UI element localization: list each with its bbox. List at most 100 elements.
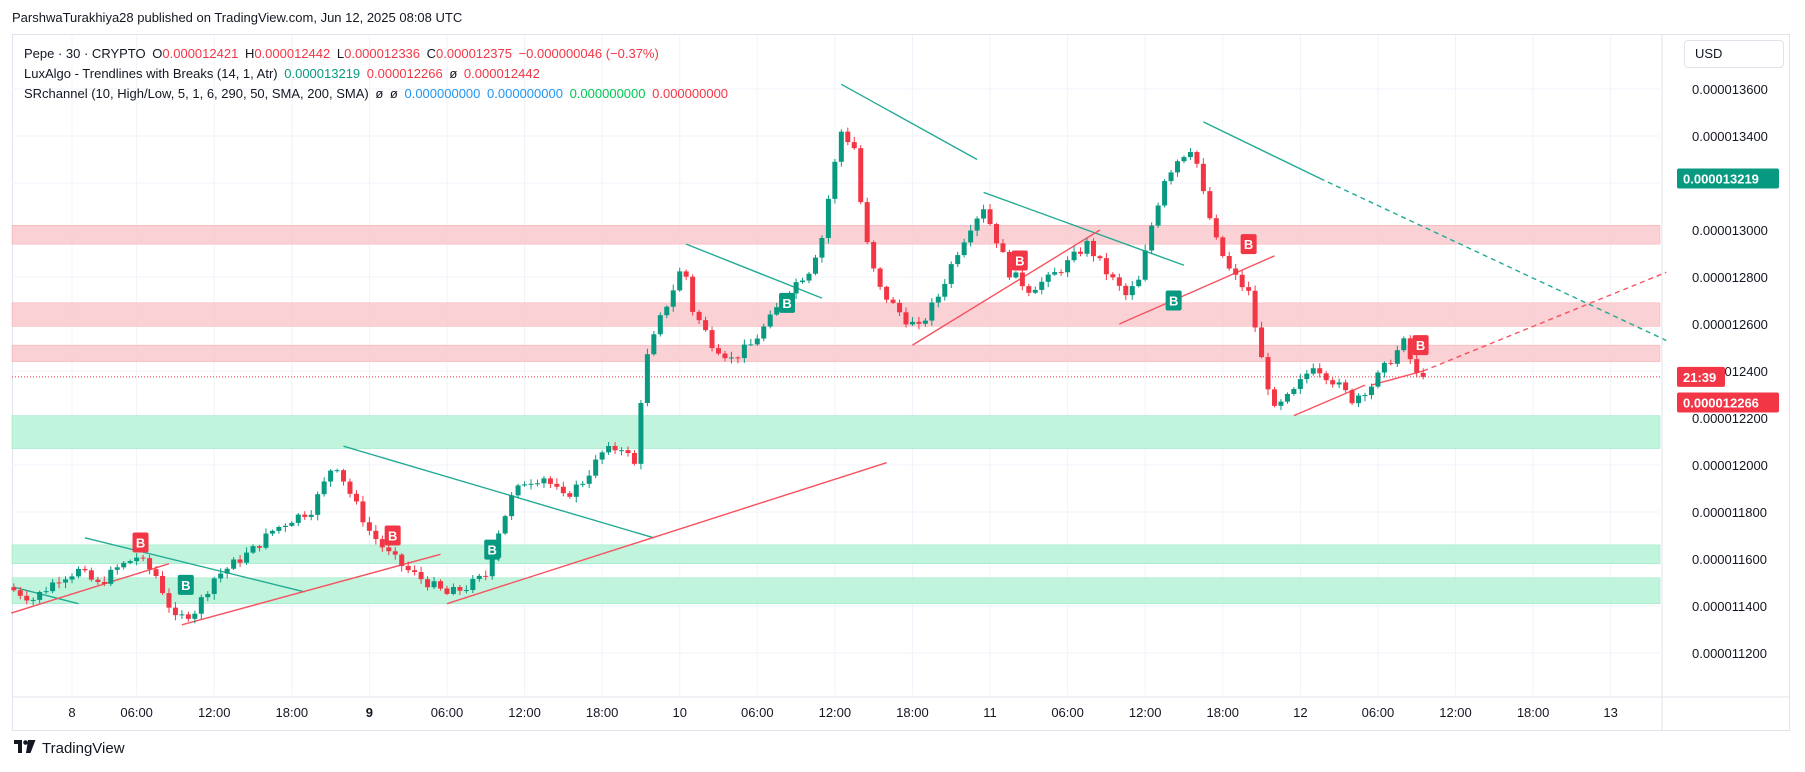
- candle-body: [696, 311, 702, 321]
- break-label-text: B: [1015, 254, 1024, 269]
- candle-body: [567, 493, 573, 497]
- luxalgo-indicator-name[interactable]: LuxAlgo - Trendlines with Breaks (14, 1,…: [24, 66, 278, 81]
- candle-body: [987, 209, 993, 225]
- price-tag: 0.000012266: [1677, 392, 1779, 413]
- uptrend-line: [181, 553, 441, 626]
- candle-body: [1414, 359, 1420, 373]
- candle-body: [405, 565, 411, 571]
- candle-body: [1006, 251, 1012, 278]
- candle-body: [211, 578, 217, 594]
- candle-body: [37, 591, 43, 600]
- candle-body: [690, 276, 696, 312]
- candle-body: [1259, 327, 1265, 358]
- candle-body: [651, 334, 657, 355]
- price-tick-label: 0.000012200: [1692, 411, 1768, 426]
- candle-body: [1187, 152, 1193, 158]
- downtrend-extension-line: [1319, 177, 1667, 342]
- break-label-box: [779, 292, 796, 313]
- candle-body: [619, 450, 625, 452]
- downtrend-line: [685, 243, 823, 299]
- price-tick-label: 0.000011200: [1692, 646, 1767, 661]
- candle-body: [528, 483, 534, 485]
- candle-body: [386, 547, 392, 552]
- price-tag: 0.000013219: [1677, 168, 1779, 189]
- candle-body: [1097, 256, 1103, 259]
- legend: Pepe · 30 · CRYPTO O0.000012421 H0.00001…: [24, 44, 731, 104]
- candle-body: [392, 551, 398, 555]
- candle-body: [172, 607, 178, 616]
- candle-body: [192, 613, 198, 619]
- close-label: C: [426, 46, 437, 61]
- candle-body: [483, 575, 489, 577]
- candle-body: [1136, 279, 1142, 287]
- srchannel-indicator-name[interactable]: SRchannel (10, High/Low, 5, 1, 6, 290, 5…: [24, 86, 369, 101]
- legend-ohlc-row[interactable]: Pepe · 30 · CRYPTO O0.000012421 H0.00001…: [24, 44, 731, 64]
- time-tick-label: 11: [983, 705, 997, 720]
- candle-body: [735, 357, 741, 359]
- candle-body: [1149, 225, 1155, 251]
- price-tag-box: [1677, 168, 1779, 189]
- candle-body: [1129, 286, 1135, 296]
- candle-body: [1194, 152, 1200, 164]
- candle-body: [166, 593, 172, 608]
- candle-body: [1394, 350, 1400, 364]
- candle-body: [302, 514, 308, 517]
- candle-body: [334, 470, 340, 472]
- legend-srchannel-row[interactable]: SRchannel (10, High/Low, 5, 1, 6, 290, 5…: [24, 84, 731, 104]
- downtrend-line: [1203, 121, 1321, 179]
- candle-body: [825, 198, 831, 238]
- candle-body: [606, 446, 612, 453]
- candle-body: [153, 569, 159, 576]
- candle-body: [1407, 338, 1413, 360]
- time-tick-label: 12:00: [1439, 705, 1472, 720]
- candle-body: [450, 587, 456, 594]
- candle-body: [748, 344, 754, 346]
- tradingview-brand[interactable]: TradingView: [14, 740, 125, 757]
- bearish-break-label: B: [384, 525, 401, 546]
- candle-body: [1200, 163, 1206, 192]
- bearish-break-label: B: [132, 532, 149, 553]
- symbol-label[interactable]: Pepe · 30 · CRYPTO: [24, 46, 146, 61]
- uptrend-line: [11, 563, 170, 614]
- candle-body: [599, 452, 605, 460]
- price-tick-label: 0.000012600: [1692, 317, 1768, 332]
- bearish-break-label: B: [1412, 335, 1429, 356]
- candle-body: [638, 402, 644, 464]
- srchannel-value-2: 0.000000000: [487, 86, 563, 101]
- candle-body: [373, 530, 379, 540]
- candle-body: [1343, 382, 1349, 391]
- srchannel-empty-symbol-1: ø: [375, 86, 384, 101]
- candle-body: [677, 271, 683, 291]
- candle-body: [63, 579, 69, 583]
- candle-body: [981, 209, 987, 219]
- high-value: 0.000012442: [254, 46, 331, 61]
- candle-body: [955, 255, 961, 265]
- candle-body: [793, 282, 799, 294]
- candle-body: [1265, 357, 1271, 390]
- candle-body: [50, 582, 56, 592]
- candle-body: [1142, 250, 1148, 280]
- candle-body: [845, 131, 851, 143]
- candle-body: [1310, 368, 1316, 374]
- price-tick-label: 0.000013600: [1692, 82, 1768, 97]
- candle-body: [573, 484, 579, 497]
- time-axis[interactable]: 8 06:00 12:00 18:00 9 06:00 12:00 18:00 10 06:00 1…: [12, 696, 1790, 720]
- candle-body: [179, 614, 185, 616]
- candle-body: [1175, 161, 1181, 173]
- price-tick-label: 0.000011800: [1692, 505, 1767, 520]
- candle-body: [580, 483, 586, 485]
- time-tick-label: 18:00: [276, 705, 309, 720]
- candle-body: [1123, 285, 1129, 296]
- price-tag: 21:39: [1677, 366, 1725, 387]
- chart-frame[interactable]: [12, 34, 1790, 731]
- break-label-text: B: [136, 536, 145, 551]
- candle-body: [269, 530, 275, 534]
- time-tick-label: 18:00: [1517, 705, 1550, 720]
- break-labels: B B B B B B B B B: [132, 234, 1429, 595]
- candle-body: [586, 475, 592, 484]
- candle-body: [1181, 157, 1187, 162]
- currency-button[interactable]: USD: [1684, 40, 1784, 68]
- time-tick-label: 12:00: [819, 705, 852, 720]
- legend-luxalgo-row[interactable]: LuxAlgo - Trendlines with Breaks (14, 1,…: [24, 64, 731, 84]
